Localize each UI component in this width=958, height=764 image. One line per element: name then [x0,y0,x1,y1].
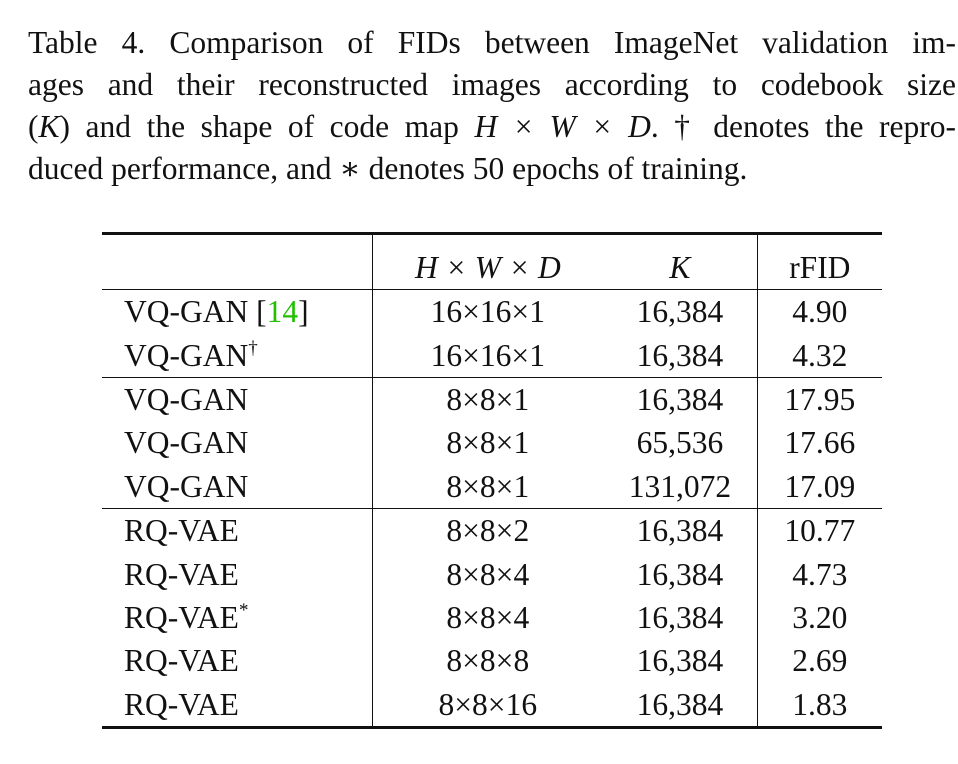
header-row: H × W × D K rFID [102,233,882,290]
cell-method: RQ-VAE [102,683,372,728]
cell-rfid: 10.77 [756,507,882,553]
cell-shape: 16×16×1 [371,289,604,334]
cell-rfid: 4.32 [756,333,882,378]
footnote-mark: † [248,337,258,359]
results-table-container: H × W × D K rFID VQ-GAN [14] 16×16×1 16,38… [102,232,882,729]
cell-k: 16,384 [603,376,758,422]
cell-rfid: 1.83 [756,682,882,728]
cell-rfid: 4.73 [756,552,882,596]
cell-method: VQ-GAN [102,421,372,464]
cell-shape: 8×8×4 [371,595,604,640]
table-row: VQ-GAN 8×8×1 131,072 17.09 [102,464,882,509]
cell-method: VQ-GAN [102,376,373,422]
caption-paren-open: ( [28,109,39,144]
table-row: VQ-GAN† 16×16×1 16,384 4.32 [102,333,882,378]
citation-bracket: ] [298,294,309,330]
caption-text-dagger: . † denotes the repro- [650,109,957,144]
method-name: VQ-GAN [124,381,249,417]
caption-line-1: Table 4. Comparison of FIDs between Imag… [28,25,956,60]
results-table: H × W × D K rFID VQ-GAN [14] 16×16×1 16,38… [102,232,882,729]
footnote-mark: * [238,599,249,621]
cell-method: VQ-GAN [102,465,372,509]
header-shape: H × W × D [371,233,604,290]
cell-method: RQ-VAE [102,639,372,682]
method-name: VQ-GAN [ [124,294,267,330]
method-name: RQ-VAE [124,599,239,635]
cell-rfid: 3.20 [756,595,882,640]
cell-k: 16,384 [636,556,724,592]
cell-k: 16,384 [636,294,724,330]
cell-k: 16,384 [636,599,724,635]
cell-shape: 8×8×1 [371,421,604,465]
cell-k: 16,384 [636,337,724,373]
caption-k-symbol: K [38,109,60,144]
table-caption: Table 4. Comparison of FIDs between Imag… [28,22,956,190]
table-row: RQ-VAE 8×8×16 16,384 1.83 [102,682,882,728]
cell-rfid: 4.90 [756,289,882,334]
table-row: VQ-GAN 8×8×1 65,536 17.66 [102,421,882,465]
cell-k: 131,072 [628,468,732,504]
caption-shape-symbol: H × W × D [474,109,651,144]
method-name: VQ-GAN [124,425,249,461]
cell-rfid: 17.95 [756,376,882,422]
cell-method: RQ-VAE [102,507,373,553]
cell-k: 16,384 [636,643,724,679]
caption-line-3: (K) and the shape of code map H × W × D.… [28,106,956,148]
cell-k: 16,384 [636,686,724,722]
caption-text-shape-intro: ) and the shape of code map [59,109,475,144]
cell-rfid: 2.69 [756,639,882,683]
cell-method: VQ-GAN† [102,333,372,377]
cell-shape: 8×8×1 [371,464,604,509]
header-rfid: rFID [756,233,882,290]
cell-shape: 8×8×4 [371,552,604,596]
method-name: RQ-VAE [124,686,239,722]
method-name: VQ-GAN [124,337,249,373]
cell-k: 65,536 [636,425,724,461]
cell-shape: 8×8×16 [371,682,604,728]
citation-link[interactable]: 14 [266,294,299,330]
cell-method: VQ-GAN [14] [102,290,372,334]
caption-line-4: duced performance, and ∗ denotes 50 epoc… [28,151,748,186]
table-row: RQ-VAE 8×8×8 16,384 2.69 [102,639,882,683]
cell-method: RQ-VAE [102,552,372,595]
table-row: VQ-GAN [14] 16×16×1 16,384 4.90 [102,289,882,334]
cell-shape: 16×16×1 [371,333,604,378]
table-row: RQ-VAE 8×8×2 16,384 10.77 [102,507,882,553]
header-method [102,233,373,290]
cell-method: RQ-VAE* [102,596,372,639]
table-body: VQ-GAN [14] 16×16×1 16,384 4.90 VQ-GAN† 16×16… [102,289,882,728]
header-k: K [603,233,758,290]
cell-k: 16,384 [603,507,758,553]
table-row: RQ-VAE* 8×8×4 16,384 3.20 [102,595,882,640]
table-row: VQ-GAN 8×8×1 16,384 17.95 [102,376,882,422]
method-name: RQ-VAE [124,513,239,549]
method-name: RQ-VAE [124,643,239,679]
cell-shape: 8×8×1 [371,376,604,422]
method-name: VQ-GAN [124,468,249,504]
table-row: RQ-VAE 8×8×4 16,384 4.73 [102,552,882,596]
caption-line-2: ages and their reconstructed images acco… [28,67,956,102]
cell-rfid: 17.66 [756,421,882,465]
method-name: RQ-VAE [124,556,239,592]
cell-shape: 8×8×2 [371,507,604,553]
cell-shape: 8×8×8 [371,639,604,683]
cell-rfid: 17.09 [756,464,882,509]
